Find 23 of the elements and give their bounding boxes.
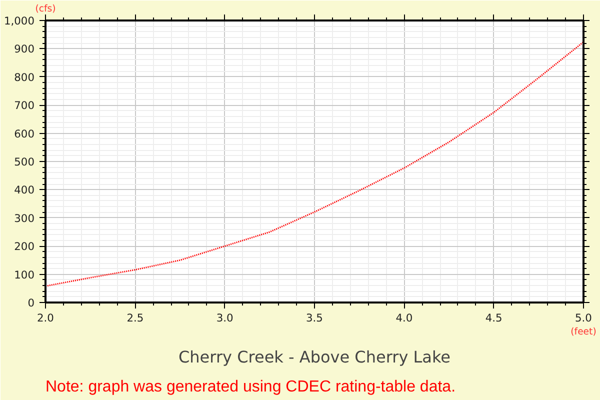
y-tick-label: 300 <box>14 212 35 225</box>
x-tick-label: 5.0 <box>575 312 592 324</box>
x-axis-title: (feet) <box>570 326 596 338</box>
y-tick-label: 100 <box>14 268 35 282</box>
line-series <box>46 41 584 287</box>
y-tick-label: 1,000 <box>4 14 35 28</box>
y-tick-label: 0 <box>28 296 35 310</box>
x-tick-label: 4.0 <box>396 312 413 324</box>
x-tick-label: 3.5 <box>306 312 323 324</box>
y-tick-label: 500 <box>14 156 35 168</box>
y-tick-label: 800 <box>14 70 35 84</box>
y-tick-label: 600 <box>14 127 35 140</box>
y-tick-label: 700 <box>14 99 35 112</box>
y-tick-label: 200 <box>14 240 35 254</box>
x-tick-label: 2.0 <box>37 312 54 324</box>
x-tick-label: 2.5 <box>126 312 144 324</box>
text: Note: graph was generated using CDEC rating-table data. <box>46 378 456 396</box>
y-tick-label: 400 <box>14 184 35 197</box>
y-axis-title: (cfs) <box>35 4 56 14</box>
text: Cherry Creek - Above Cherry Lake <box>178 348 451 366</box>
y-tick-label: 900 <box>14 42 35 56</box>
x-tick-label: 4.5 <box>485 312 502 324</box>
x-tick-label: 3.0 <box>216 312 234 324</box>
